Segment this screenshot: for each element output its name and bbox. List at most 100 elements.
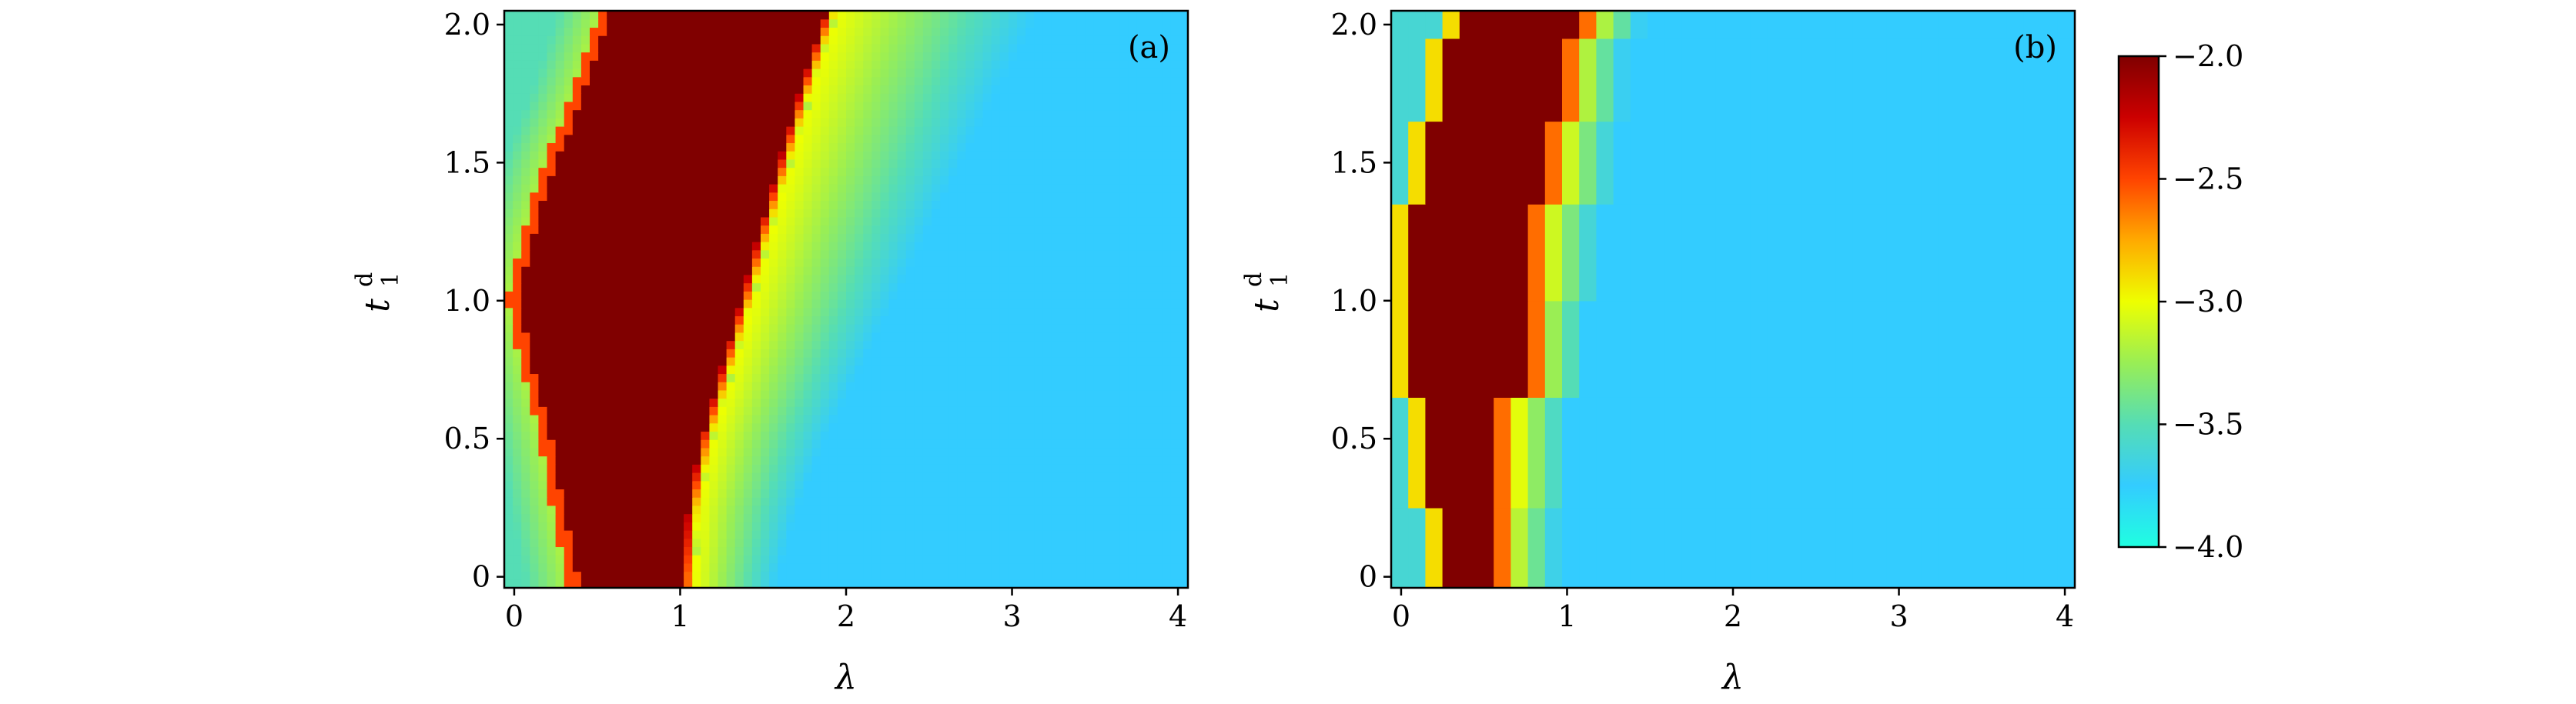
heatmap-cell	[846, 184, 855, 193]
heatmap-cell	[1102, 538, 1112, 548]
heatmap-cell	[1051, 118, 1061, 127]
heatmap-cell	[1042, 579, 1052, 589]
heatmap-cell	[1145, 522, 1155, 531]
heatmap-cell	[657, 497, 667, 506]
heatmap-cell	[1059, 555, 1069, 564]
heatmap-cell	[769, 422, 778, 432]
heatmap-cell	[709, 158, 719, 168]
heatmap-cell	[905, 192, 915, 202]
heatmap-cell	[624, 76, 634, 86]
heatmap-cell	[786, 282, 795, 292]
heatmap-cell	[624, 382, 634, 391]
heatmap-cell	[513, 142, 522, 152]
heatmap-cell	[1085, 242, 1095, 251]
heatmap-cell	[666, 315, 676, 325]
heatmap-cell	[1136, 200, 1146, 209]
heatmap-cell	[1145, 282, 1155, 292]
heatmap-cell	[932, 315, 941, 325]
heatmap-cell	[1068, 332, 1078, 342]
heatmap-cell	[743, 101, 753, 111]
heatmap-cell	[1093, 266, 1103, 275]
heatmap-cell	[641, 365, 651, 375]
heatmap-cell	[632, 382, 642, 391]
heatmap-cell	[999, 233, 1009, 242]
heatmap-cell	[982, 489, 992, 498]
heatmap-cell	[820, 307, 830, 317]
heatmap-cell	[555, 158, 565, 168]
heatmap-cell	[1179, 307, 1189, 317]
heatmap-cell	[632, 340, 642, 349]
heatmap-cell	[598, 134, 607, 144]
heatmap-cell	[932, 538, 941, 548]
heatmap-cell	[641, 76, 651, 86]
heatmap-cell	[555, 209, 565, 218]
heatmap-cell	[649, 134, 659, 144]
heatmap-cell	[521, 118, 530, 127]
heatmap-cell	[1111, 101, 1120, 111]
heatmap-cell	[1136, 216, 1146, 226]
heatmap-cell	[1145, 233, 1155, 242]
heatmap-cell	[1128, 192, 1137, 202]
heatmap-cell	[1076, 349, 1086, 358]
heatmap-cell	[795, 200, 805, 209]
heatmap-cell	[692, 505, 701, 515]
heatmap-cell	[1085, 266, 1095, 275]
heatmap-cell	[1042, 266, 1052, 275]
heatmap-cell	[641, 85, 651, 94]
heatmap-cell	[709, 332, 719, 342]
heatmap-cell	[709, 349, 719, 358]
heatmap-cell	[948, 555, 958, 564]
heatmap-cell	[803, 422, 813, 432]
heatmap-cell	[914, 151, 924, 160]
heatmap-cell	[590, 291, 599, 300]
heatmap-cell	[1008, 118, 1018, 127]
heatmap-cell	[957, 151, 966, 160]
heatmap-cell	[726, 216, 736, 226]
heatmap-cell	[863, 142, 872, 152]
heatmap-cell	[905, 101, 915, 111]
heatmap-cell	[1145, 101, 1155, 111]
heatmap-cell	[726, 134, 736, 144]
heatmap-cell	[863, 299, 872, 309]
heatmap-cell	[1034, 192, 1043, 202]
heatmap-cell	[1017, 142, 1026, 152]
heatmap-cell	[1119, 530, 1129, 539]
heatmap-cell	[999, 249, 1009, 259]
heatmap-cell	[1128, 299, 1137, 309]
heatmap-cell	[1179, 357, 1189, 366]
heatmap-cell	[564, 225, 574, 234]
heatmap-cell	[803, 365, 813, 375]
heatmap-cell	[607, 324, 616, 333]
heatmap-cell	[1153, 422, 1163, 432]
heatmap-cell	[1076, 85, 1086, 94]
heatmap-cell	[607, 480, 616, 490]
heatmap-cell	[880, 422, 890, 432]
heatmap-cell	[1179, 118, 1189, 127]
heatmap-cell	[837, 513, 847, 522]
heatmap-cell	[590, 101, 599, 111]
heatmap-cell	[880, 357, 890, 366]
heatmap-cell	[538, 142, 548, 152]
heatmap-cell	[751, 151, 761, 160]
heatmap-cell	[922, 282, 932, 292]
heatmap-cell	[513, 422, 522, 432]
heatmap-cell	[547, 497, 557, 506]
heatmap-cell	[828, 274, 838, 284]
heatmap-cell	[675, 455, 684, 465]
heatmap-cell	[692, 489, 701, 498]
heatmap-cell	[846, 562, 855, 572]
heatmap-cell	[1008, 546, 1018, 556]
heatmap-cell	[905, 464, 915, 473]
heatmap-cell	[811, 489, 821, 498]
heatmap-cell	[1170, 340, 1180, 349]
heatmap-cell	[871, 472, 881, 482]
heatmap-cell	[803, 209, 813, 218]
heatmap-cell	[718, 546, 728, 556]
heatmap-cell	[547, 480, 557, 490]
heatmap-cell	[1059, 233, 1069, 242]
heatmap-cell	[1128, 522, 1137, 531]
heatmap-cell	[649, 216, 659, 226]
heatmap-cell	[657, 118, 667, 127]
heatmap-cell	[803, 68, 813, 78]
heatmap-cell	[1042, 307, 1052, 317]
